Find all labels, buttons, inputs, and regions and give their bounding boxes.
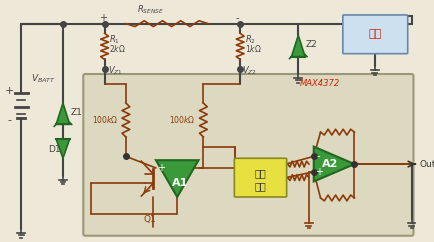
Text: $V_{Z2}$: $V_{Z2}$ xyxy=(242,65,256,77)
FancyBboxPatch shape xyxy=(83,74,413,236)
Text: $1k\Omega$: $1k\Omega$ xyxy=(244,43,261,54)
Text: 镜像: 镜像 xyxy=(254,181,266,191)
Text: -: - xyxy=(8,115,12,126)
Text: D1: D1 xyxy=(48,145,61,154)
Text: $100k\Omega$: $100k\Omega$ xyxy=(92,114,118,125)
Text: +: + xyxy=(5,86,14,97)
Text: Z2: Z2 xyxy=(305,40,317,49)
FancyBboxPatch shape xyxy=(0,6,420,241)
Text: $R_{SENSE}$: $R_{SENSE}$ xyxy=(136,3,163,16)
Text: $2k\Omega$: $2k\Omega$ xyxy=(109,43,126,54)
Text: Q1: Q1 xyxy=(143,215,156,224)
Text: Out: Out xyxy=(418,159,434,169)
Text: -: - xyxy=(316,151,319,161)
Text: +: + xyxy=(314,167,322,177)
Text: -: - xyxy=(235,13,238,23)
Text: $100k\Omega$: $100k\Omega$ xyxy=(169,114,196,125)
Text: A1: A1 xyxy=(171,178,188,189)
Polygon shape xyxy=(56,103,69,124)
Polygon shape xyxy=(291,35,304,57)
FancyBboxPatch shape xyxy=(234,158,286,197)
Polygon shape xyxy=(155,160,198,197)
Text: $R_2$: $R_2$ xyxy=(244,34,255,46)
Text: A2: A2 xyxy=(321,159,338,169)
Polygon shape xyxy=(313,147,354,182)
Text: $R_1$: $R_1$ xyxy=(109,34,120,46)
Text: +: + xyxy=(156,163,164,173)
Text: +: + xyxy=(99,13,106,23)
Text: MAX4372: MAX4372 xyxy=(299,79,340,88)
Text: 負載: 負載 xyxy=(367,29,381,39)
Polygon shape xyxy=(56,139,69,158)
FancyBboxPatch shape xyxy=(342,15,407,54)
Text: 电流: 电流 xyxy=(254,168,266,178)
Text: Z1: Z1 xyxy=(71,108,82,117)
Text: $V_{Z1}$: $V_{Z1}$ xyxy=(108,65,123,77)
Text: $V_{BATT}$: $V_{BATT}$ xyxy=(31,73,56,85)
